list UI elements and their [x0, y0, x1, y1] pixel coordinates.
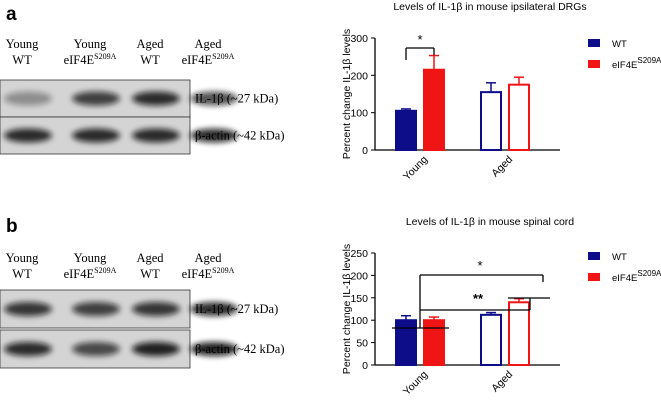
- bar: [395, 109, 417, 152]
- lane-label-main: eIF4E: [64, 267, 95, 281]
- y-tick-label: 0: [362, 145, 368, 157]
- legend-swatch: [588, 252, 600, 260]
- lane-label: eIF4ES209A: [182, 52, 235, 67]
- lane-label: Aged: [194, 37, 222, 51]
- lane-label-main: WT: [12, 53, 32, 67]
- bar: [423, 68, 445, 151]
- y-tick-label: 200: [350, 70, 368, 82]
- lane-label-main: WT: [12, 267, 32, 281]
- blot-band: [190, 128, 238, 143]
- legend-swatch: [588, 273, 600, 281]
- lane-label-main: eIF4E: [182, 267, 213, 281]
- bar: [480, 313, 502, 367]
- blot-band: [190, 91, 238, 106]
- lane-label-sup: S209A: [94, 266, 116, 275]
- blot-band: [4, 91, 52, 106]
- lane-label: Young: [74, 251, 108, 265]
- significance-label: *: [417, 32, 422, 47]
- x-tick-label: Young: [401, 154, 430, 183]
- lane-label-main: WT: [140, 53, 160, 67]
- blot-band: [72, 128, 120, 143]
- lane-label: Young: [6, 37, 40, 51]
- band-label: IL-1β (~27 kDa): [195, 92, 278, 106]
- band-label: IL-1β (~27 kDa): [195, 302, 278, 316]
- bar: [508, 83, 530, 151]
- lane-label-main: eIF4E: [182, 53, 213, 67]
- x-tick-label: Aged: [489, 154, 515, 180]
- panel-label: a: [6, 4, 17, 25]
- blot-band: [132, 91, 180, 106]
- legend-label: eIF4ES209A: [612, 56, 661, 71]
- legend-label-main: eIF4E: [612, 273, 637, 284]
- y-tick-label: 0: [362, 360, 368, 372]
- panel-label: b: [6, 216, 18, 237]
- lane-label-sup: S209A: [212, 52, 234, 61]
- bar: [480, 91, 502, 151]
- lane-label: WT: [12, 53, 32, 67]
- band-label: β-actin (~42 kDa): [195, 129, 284, 143]
- lane-label: Aged: [136, 251, 164, 265]
- bar: [423, 319, 445, 367]
- lane-label-main: eIF4E: [64, 53, 95, 67]
- y-tick-label: 250: [350, 248, 368, 260]
- band-label: β-actin (~42 kDa): [195, 342, 284, 356]
- y-axis-label: Percent change IL-1β levels: [341, 29, 353, 159]
- lane-label: Aged: [136, 37, 164, 51]
- lane-label: WT: [140, 267, 160, 281]
- blot-band: [72, 91, 120, 106]
- significance-label: **: [473, 291, 484, 306]
- lane-label: Young: [6, 251, 40, 265]
- legend-label: eIF4ES209A: [612, 269, 661, 284]
- legend-label-sup: S209A: [637, 56, 661, 65]
- legend-label-main: WT: [612, 39, 627, 50]
- blot-band: [4, 128, 52, 143]
- chart-title: Levels of IL-1β in mouse ipsilateral DRG…: [393, 1, 586, 13]
- blot-band: [72, 302, 120, 316]
- lane-label: eIF4ES209A: [64, 266, 117, 281]
- blot-band: [132, 302, 180, 316]
- legend-label-main: WT: [612, 252, 627, 263]
- legend-label: WT: [612, 39, 627, 50]
- lane-label-main: WT: [140, 267, 160, 281]
- significance-label: *: [477, 258, 482, 273]
- lane-label: WT: [140, 53, 160, 67]
- legend-swatch: [588, 60, 600, 68]
- legend-label: WT: [612, 252, 627, 263]
- lane-label: Young: [74, 37, 108, 51]
- lane-label-sup: S209A: [212, 266, 234, 275]
- y-tick-label: 100: [350, 108, 368, 120]
- y-tick-label: 150: [350, 293, 368, 305]
- legend-label-sup: S209A: [637, 269, 661, 278]
- x-tick-label: Young: [401, 369, 430, 398]
- y-tick-label: 100: [350, 315, 368, 327]
- blot-band: [4, 302, 52, 316]
- blot-band: [190, 342, 238, 356]
- y-tick-label: 50: [356, 338, 368, 350]
- lane-label-sup: S209A: [94, 52, 116, 61]
- lane-label: WT: [12, 267, 32, 281]
- blot-band: [132, 342, 180, 356]
- bar: [508, 301, 530, 366]
- lane-label: Aged: [194, 251, 222, 265]
- y-axis-label: Percent change IL-1β levels: [341, 244, 353, 374]
- blot-band: [72, 342, 120, 356]
- lane-label: eIF4ES209A: [182, 266, 235, 281]
- y-tick-label: 300: [350, 33, 368, 45]
- y-tick-label: 200: [350, 270, 368, 282]
- lane-label: eIF4ES209A: [64, 52, 117, 67]
- x-tick-label: Aged: [489, 369, 515, 395]
- legend-label-main: eIF4E: [612, 60, 637, 71]
- blot-band: [132, 128, 180, 143]
- blot-band: [190, 302, 238, 316]
- legend-swatch: [588, 39, 600, 47]
- bar: [395, 319, 417, 367]
- blot-band: [4, 342, 52, 356]
- chart-title: Levels of IL-1β in mouse spinal cord: [406, 216, 574, 228]
